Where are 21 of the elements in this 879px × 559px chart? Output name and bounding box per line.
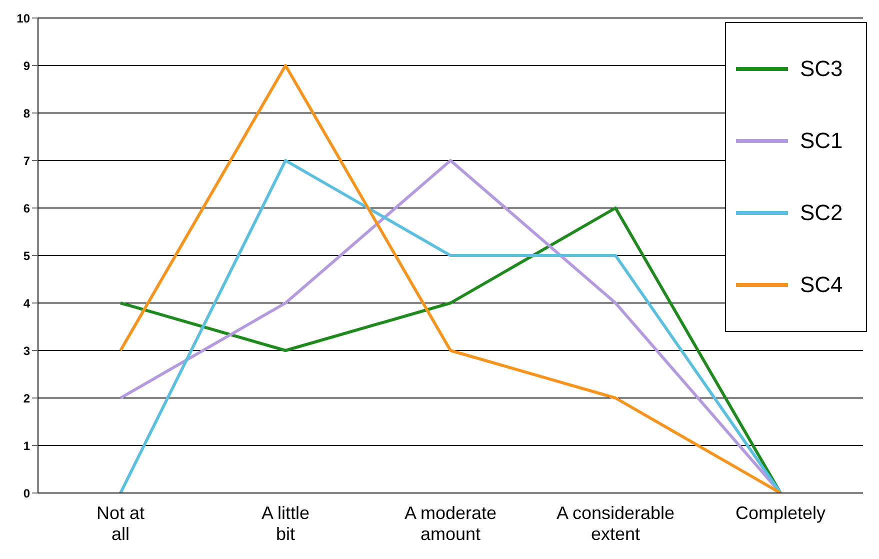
legend-label: SC4: [800, 272, 843, 298]
legend-label: SC2: [800, 200, 843, 226]
y-tick-label: 6: [23, 201, 30, 216]
y-tick-label: 1: [23, 438, 30, 453]
x-tick-label: Completely: [735, 503, 826, 523]
y-tick-label: 9: [23, 58, 30, 73]
x-tick-label: A little bit: [261, 503, 310, 544]
y-tick-label: 8: [23, 106, 30, 120]
y-tick-label: 7: [23, 154, 30, 168]
y-tick-label: 3: [23, 344, 30, 358]
x-tick-label: A considerable extent: [556, 503, 675, 544]
y-tick-label: 4: [23, 296, 30, 310]
y-tick-label: 0: [23, 486, 30, 500]
legend-label: SC1: [800, 128, 843, 154]
x-tick-label: Not at all: [96, 503, 145, 544]
legend-label: SC3: [800, 56, 843, 82]
y-tick-label: 5: [23, 248, 30, 263]
line-series: [119, 64, 782, 493]
y-tick-label: 2: [23, 391, 30, 406]
x-tick-label: A moderate amount: [404, 503, 497, 544]
y-tick-label: 10: [16, 11, 30, 26]
